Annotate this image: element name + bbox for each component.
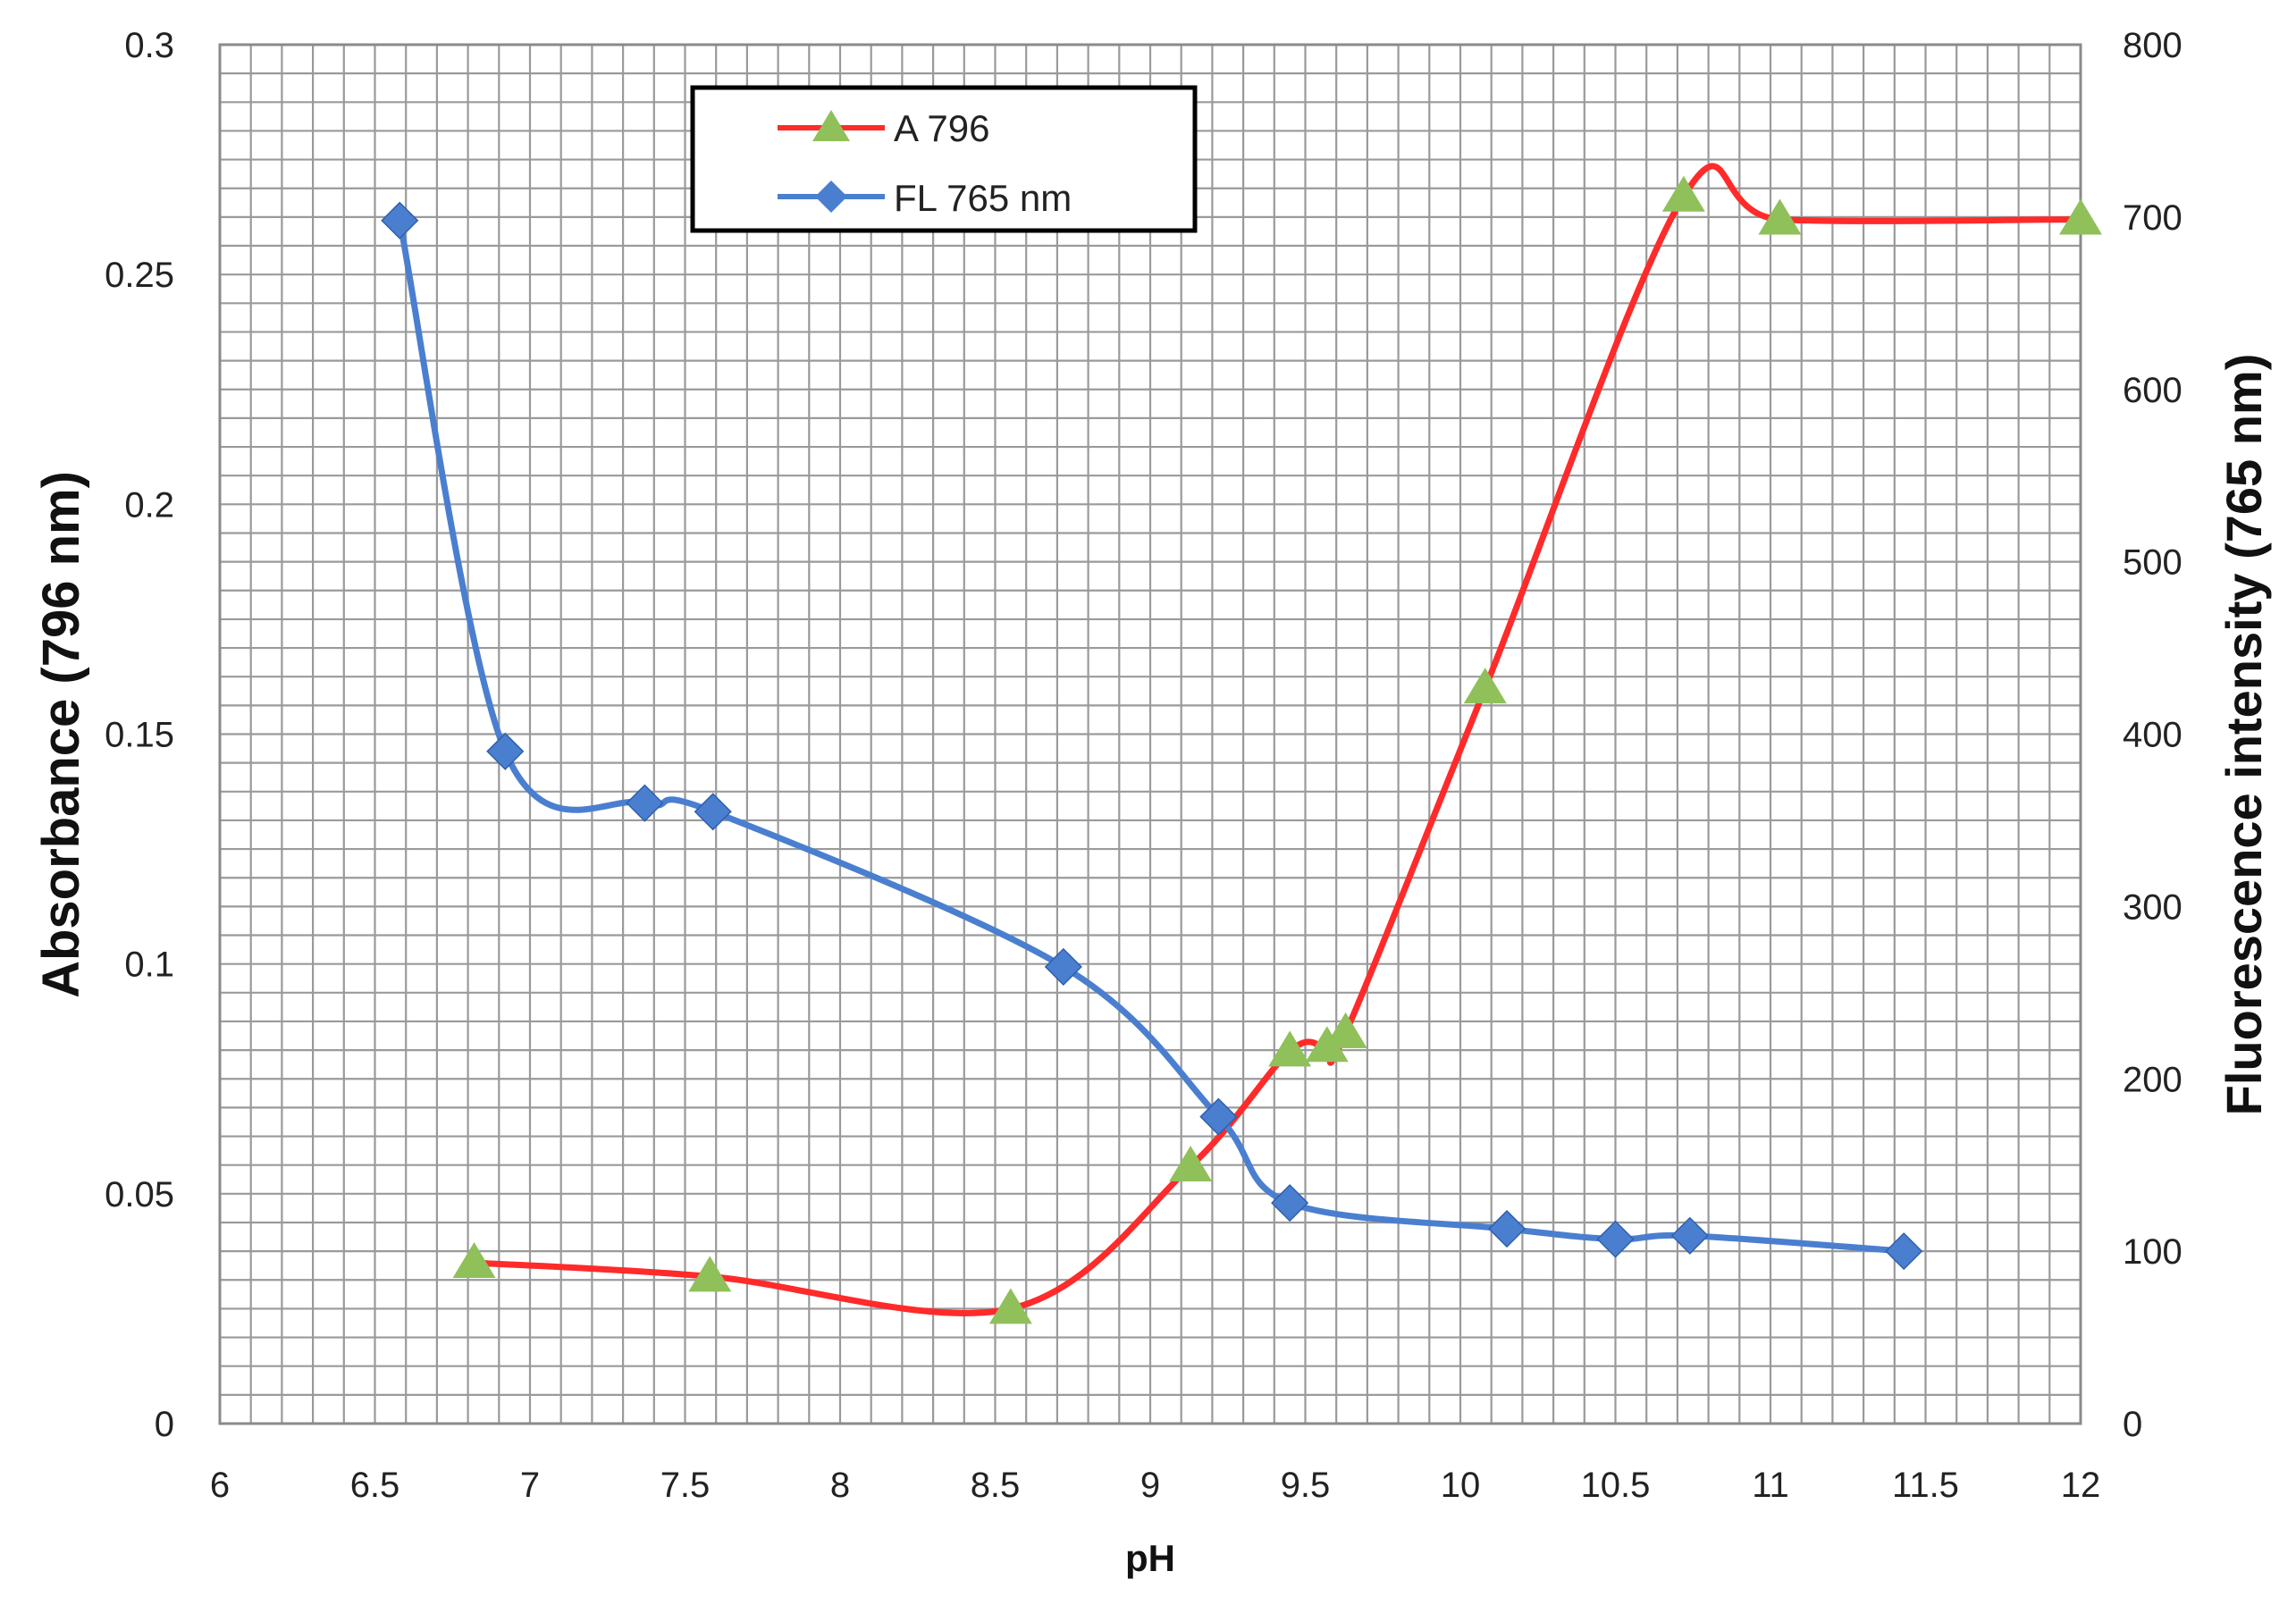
series-line-0 [471,163,2084,1316]
y-left-axis-title: Absorbance (796 nm) [32,471,90,998]
data-point-fl765 [1271,1184,1309,1223]
data-point-fl765 [1487,1209,1526,1248]
x-axis-title: pH [1125,1537,1175,1579]
plot-frame [218,43,2082,1425]
data-point-a796 [988,1288,1032,1324]
y-right-tick-label: 800 [2123,26,2182,65]
data-point-fl765 [486,732,525,770]
data-point-fl765 [1885,1232,1923,1271]
data-point-fl765 [1044,947,1082,986]
x-tick-label: 8.5 [971,1466,1021,1505]
data-point-a796 [2059,198,2102,235]
x-tick-label: 12 [2061,1466,2101,1505]
y-left-tick-label: 0.2 [124,485,174,525]
x-tick-label: 6.5 [350,1466,400,1505]
legend-box [690,85,1198,233]
data-point-fl765 [1596,1220,1635,1258]
data-point-a796 [1169,1146,1213,1181]
x-tick-label: 11 [1752,1466,1789,1505]
data-point-fl765 [1199,1097,1238,1136]
y-left-tick-label: 0.3 [124,26,174,65]
y-right-tick-label: 400 [2123,716,2182,755]
data-point-a796 [1463,668,1507,704]
legend-marker-fl765 [815,181,847,213]
data-point-fl765 [381,201,419,239]
y-right-tick-label: 200 [2123,1060,2182,1099]
x-tick-label: 10 [1441,1466,1481,1505]
legend-label-fl765: FL 765 nm [894,177,1072,219]
y-right-tick-label: 300 [2123,887,2182,927]
y-left-tick-label: 0.25 [105,256,174,295]
x-tick-label: 7.5 [660,1466,711,1505]
y-right-tick-label: 700 [2123,198,2182,238]
x-tick-label: 11.5 [1892,1466,1959,1505]
y-left-axis-ticks: 0 0.05 0.1 0.15 0.2 0.25 0.3 [105,26,174,1444]
data-point-fl765 [626,784,664,822]
data-point-a796 [688,1256,732,1292]
legend: A 796 FL 765 nm [690,85,1198,233]
data-point-fl765 [694,793,732,831]
y-right-axis-ticks: 0 100 200 300 400 500 600 700 800 [2123,26,2182,1444]
legend-label-a796: A 796 [894,107,989,149]
y-right-axis-title: Fluorescence intensity (765 nm) [2216,354,2272,1116]
data-point-fl765 [1670,1216,1709,1255]
x-tick-label: 9 [1140,1466,1160,1505]
data-point-a796 [1758,198,1802,235]
y-right-tick-label: 0 [2123,1405,2142,1444]
data-point-a796 [1324,1012,1367,1048]
data-point-a796 [452,1242,496,1278]
data-point-a796 [1268,1030,1312,1067]
x-tick-label: 6 [210,1466,230,1505]
y-right-tick-label: 500 [2123,543,2182,583]
y-left-tick-label: 0.05 [105,1175,174,1214]
y-left-tick-label: 0.1 [124,945,174,985]
y-right-tick-label: 600 [2123,371,2182,410]
series-layer [381,163,2102,1324]
y-left-tick-label: 0 [155,1405,174,1444]
x-tick-label: 8 [830,1466,850,1505]
x-tick-label: 10.5 [1581,1466,1651,1505]
y-left-tick-label: 0.15 [105,716,174,755]
y-right-tick-label: 100 [2123,1232,2182,1272]
legend-marker-a796 [812,110,850,141]
x-tick-label: 9.5 [1281,1466,1331,1505]
data-point-a796 [1661,175,1705,212]
x-axis-ticks: 6 6.5 7 7.5 8 8.5 9 9.5 10 10.5 11 11.5 12 [210,1466,2100,1505]
x-tick-label: 7 [520,1466,540,1505]
